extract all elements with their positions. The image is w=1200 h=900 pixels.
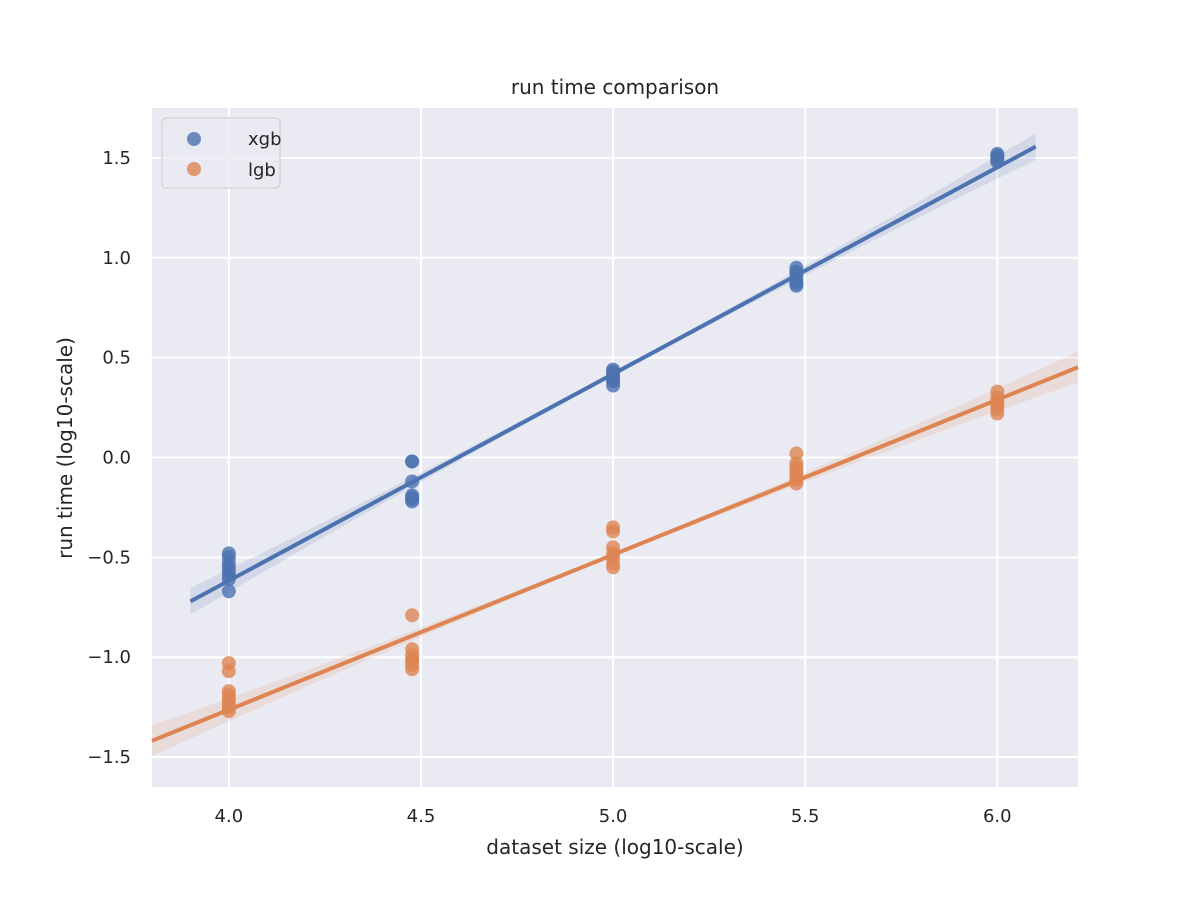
y-tick-label: −1.0 [87, 647, 131, 668]
y-tick-label: 0.5 [102, 348, 131, 369]
data-point-lgb [789, 446, 804, 461]
plot-area [152, 108, 1078, 787]
x-tick-labels: 4.0 4.5 5.0 5.5 6.0 [215, 806, 1012, 827]
x-axis-title: dataset size (log10-scale) [486, 835, 743, 859]
data-point-lgb [990, 406, 1005, 421]
legend-marker-xgb [187, 132, 201, 146]
y-tick-label: 1.0 [102, 248, 131, 269]
data-point-xgb [405, 454, 420, 469]
regression-lines [151, 144, 1079, 743]
data-point-lgb [405, 662, 420, 677]
data-point-xgb [221, 584, 236, 599]
data-point-lgb [405, 608, 420, 623]
data-point-xgb [789, 278, 804, 293]
legend-marker-lgb [187, 162, 201, 176]
x-tick-label: 5.5 [791, 806, 820, 827]
data-point-xgb [405, 494, 420, 509]
data-point-lgb [221, 664, 236, 679]
legend: xgb lgb [161, 117, 282, 189]
data-point-lgb [606, 560, 621, 575]
data-point-xgb [606, 378, 621, 393]
y-axis-title: run time (log10-scale) [53, 337, 77, 559]
x-tick-label: 4.5 [407, 806, 436, 827]
regression-line-lgb [151, 365, 1079, 743]
y-tick-labels: −1.5 −1.0 −0.5 0.0 0.5 1.0 1.5 [87, 148, 131, 768]
x-tick-label: 6.0 [983, 806, 1012, 827]
regression-line-xgb [189, 144, 1037, 604]
legend-label-lgb: lgb [248, 160, 276, 181]
y-tick-label: −0.5 [87, 547, 131, 568]
x-tick-label: 4.0 [215, 806, 244, 827]
y-tick-label: 0.0 [102, 447, 131, 468]
legend-label-xgb: xgb [248, 129, 282, 150]
x-tick-label: 5.0 [599, 806, 628, 827]
data-points [221, 146, 1005, 719]
y-tick-label: 1.5 [102, 148, 131, 169]
y-tick-label: −1.5 [87, 747, 131, 768]
chart-title: run time comparison [511, 75, 719, 99]
data-point-lgb [606, 524, 621, 539]
